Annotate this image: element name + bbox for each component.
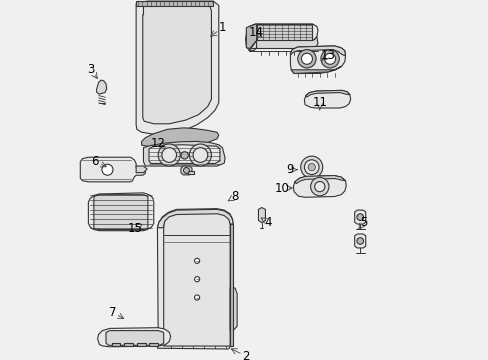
Circle shape <box>301 53 312 64</box>
Circle shape <box>194 295 199 300</box>
Polygon shape <box>256 24 312 40</box>
Polygon shape <box>94 195 147 230</box>
Circle shape <box>158 144 180 166</box>
Polygon shape <box>137 343 145 346</box>
Polygon shape <box>157 209 233 349</box>
Circle shape <box>356 238 363 244</box>
Circle shape <box>356 214 363 220</box>
Polygon shape <box>245 24 317 51</box>
Polygon shape <box>290 46 345 73</box>
Polygon shape <box>304 90 350 108</box>
Circle shape <box>307 163 315 171</box>
Circle shape <box>162 148 176 162</box>
Polygon shape <box>230 287 237 330</box>
Polygon shape <box>88 193 153 231</box>
Text: 14: 14 <box>248 26 264 39</box>
Text: 3: 3 <box>87 63 95 76</box>
Circle shape <box>324 53 335 64</box>
Text: 7: 7 <box>108 306 116 319</box>
Polygon shape <box>354 210 365 224</box>
Polygon shape <box>249 37 317 51</box>
Circle shape <box>314 181 325 192</box>
Polygon shape <box>258 208 265 222</box>
Circle shape <box>304 160 318 175</box>
Polygon shape <box>187 171 194 174</box>
Polygon shape <box>157 210 233 228</box>
Text: 2: 2 <box>242 350 249 360</box>
Text: 5: 5 <box>360 216 367 229</box>
Polygon shape <box>143 141 224 166</box>
Circle shape <box>189 144 211 166</box>
Circle shape <box>181 152 188 159</box>
Text: 1: 1 <box>218 21 226 34</box>
Polygon shape <box>142 5 211 124</box>
Polygon shape <box>294 176 345 184</box>
Polygon shape <box>142 128 218 148</box>
Polygon shape <box>246 24 256 49</box>
Circle shape <box>194 258 199 264</box>
Polygon shape <box>354 234 365 248</box>
Circle shape <box>194 276 199 282</box>
Polygon shape <box>149 343 158 346</box>
Text: 12: 12 <box>150 137 165 150</box>
Polygon shape <box>136 1 213 5</box>
Circle shape <box>193 148 207 162</box>
Polygon shape <box>149 145 220 163</box>
Polygon shape <box>80 157 145 182</box>
Polygon shape <box>136 166 147 173</box>
Text: 9: 9 <box>286 163 294 176</box>
Circle shape <box>310 177 328 196</box>
Polygon shape <box>163 212 230 346</box>
Polygon shape <box>293 176 346 197</box>
Text: 10: 10 <box>274 181 289 195</box>
Text: 8: 8 <box>231 190 239 203</box>
Polygon shape <box>290 66 341 73</box>
Circle shape <box>297 50 315 68</box>
Circle shape <box>102 164 113 175</box>
Text: 15: 15 <box>128 222 142 235</box>
Polygon shape <box>96 80 106 94</box>
Text: 11: 11 <box>312 96 326 109</box>
Text: 6: 6 <box>91 155 99 168</box>
Circle shape <box>320 50 339 68</box>
Polygon shape <box>98 328 170 347</box>
Polygon shape <box>305 90 349 97</box>
Circle shape <box>300 156 322 178</box>
Circle shape <box>183 167 189 174</box>
Polygon shape <box>124 343 133 346</box>
Polygon shape <box>111 343 120 346</box>
Polygon shape <box>230 224 233 346</box>
Polygon shape <box>290 46 345 56</box>
Polygon shape <box>106 330 163 345</box>
Polygon shape <box>181 166 192 175</box>
Polygon shape <box>136 1 218 134</box>
Text: 4: 4 <box>264 216 271 229</box>
Text: 13: 13 <box>320 49 335 62</box>
